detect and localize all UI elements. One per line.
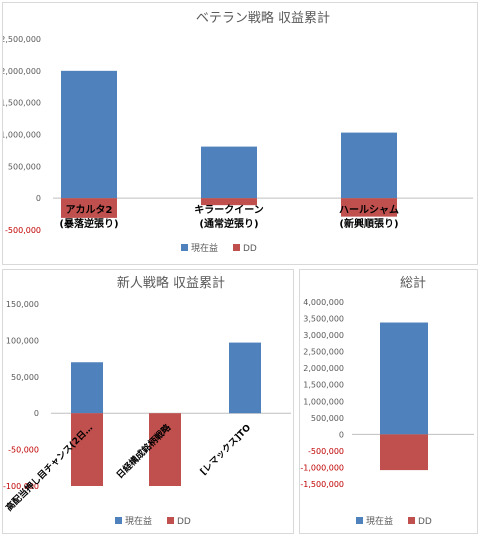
y-tick-label: 1,500,000 xyxy=(3,99,41,108)
y-tick-label: 2,500,000 xyxy=(3,35,41,44)
y-tick-label: 100,000 xyxy=(6,336,39,345)
current-profit-bar xyxy=(380,322,428,435)
y-tick-label: 500,000 xyxy=(8,162,41,171)
current-profit-bar xyxy=(229,342,261,414)
drawdown-bar xyxy=(201,198,257,206)
y-tick-label: -50,000 xyxy=(8,446,39,455)
drawdown-bar xyxy=(341,198,397,217)
veteran-chart-svg: ベテラン戦略 収益累計 2,500,000 2,000,000 1,500,000 1,… xyxy=(3,10,473,254)
legend-current-swatch xyxy=(356,517,363,524)
legend-dd-swatch xyxy=(167,517,174,524)
legend-dd-swatch xyxy=(233,244,240,251)
drawdown-bar xyxy=(380,434,428,471)
category-label: (通常逆張り) xyxy=(199,217,258,230)
drawdown-bar xyxy=(61,198,117,218)
category-label: キラークイーン xyxy=(194,204,264,216)
y-tick-label: 1,000,000 xyxy=(303,397,344,406)
y-tick-label: 0 xyxy=(339,430,344,439)
y-tick-label: 2,000,000 xyxy=(3,67,41,76)
y-tick-label: 0 xyxy=(34,409,39,418)
drawdown-bar xyxy=(149,413,181,486)
chart-title: 新人戦略 収益累計 xyxy=(117,275,225,291)
legend-dd-label: DD xyxy=(177,517,191,527)
y-tick-label: -500,000 xyxy=(5,226,41,235)
chart-title: ベテラン戦略 収益累計 xyxy=(196,10,330,26)
category-label: (暴落逆張り) xyxy=(59,217,118,230)
legend-dd-label: DD xyxy=(243,244,257,254)
legend-current-swatch xyxy=(181,244,188,251)
drawdown-bar xyxy=(71,413,103,486)
total-chart: 総計 4,000,000 3,500,000 3,000,000 2,500,000 2,… xyxy=(299,269,478,534)
chart-title: 総計 xyxy=(400,275,426,291)
current-profit-bar xyxy=(61,70,117,199)
y-tick-label: -1,500,000 xyxy=(300,480,344,489)
y-tick-label: 1,500,000 xyxy=(303,381,344,390)
category-label: ハールシャム xyxy=(339,204,399,216)
category-label: アカルタ2 xyxy=(66,204,113,216)
y-tick-label: 2,500,000 xyxy=(303,348,344,357)
legend-current-swatch xyxy=(115,517,122,524)
y-tick-label: 3,000,000 xyxy=(303,331,344,340)
legend-dd-label: DD xyxy=(418,517,432,527)
legend-dd-swatch xyxy=(408,517,415,524)
category-label: [レマックス]TO xyxy=(198,422,253,477)
current-profit-bar xyxy=(71,362,103,414)
y-tick-label: -1,000,000 xyxy=(300,463,344,472)
category-label: (新興順張り) xyxy=(339,217,398,230)
current-profit-bar xyxy=(201,146,257,199)
veteran-strategy-chart: ベテラン戦略 収益累計 2,500,000 2,000,000 1,500,000 1,… xyxy=(2,2,478,265)
y-tick-label: 1,000,000 xyxy=(3,131,41,140)
y-tick-label: 50,000 xyxy=(11,373,39,382)
y-tick-label: 150,000 xyxy=(6,300,39,309)
total-chart-svg: 総計 4,000,000 3,500,000 3,000,000 2,500,000 2,… xyxy=(300,275,474,527)
legend-current-label: 現在益 xyxy=(191,242,218,254)
y-tick-label: 3,500,000 xyxy=(303,315,344,324)
y-tick-label: 0 xyxy=(36,194,41,203)
newcomer-strategy-chart: 新人戦略 収益累計 150,000 100,000 50,000 0 -50,000 -10… xyxy=(2,269,294,534)
y-tick-label: 500,000 xyxy=(311,414,344,423)
legend-current-label: 現在益 xyxy=(366,515,393,527)
y-tick-label: 4,000,000 xyxy=(303,298,344,307)
y-tick-label: 2,000,000 xyxy=(303,364,344,373)
legend-current-label: 現在益 xyxy=(125,515,152,527)
y-tick-label: -500,000 xyxy=(308,447,344,456)
current-profit-bar xyxy=(341,132,397,199)
y-tick-label: -100,000 xyxy=(3,482,39,491)
newcomer-chart-svg: 新人戦略 収益累計 150,000 100,000 50,000 0 -50,000 -10… xyxy=(3,275,291,527)
